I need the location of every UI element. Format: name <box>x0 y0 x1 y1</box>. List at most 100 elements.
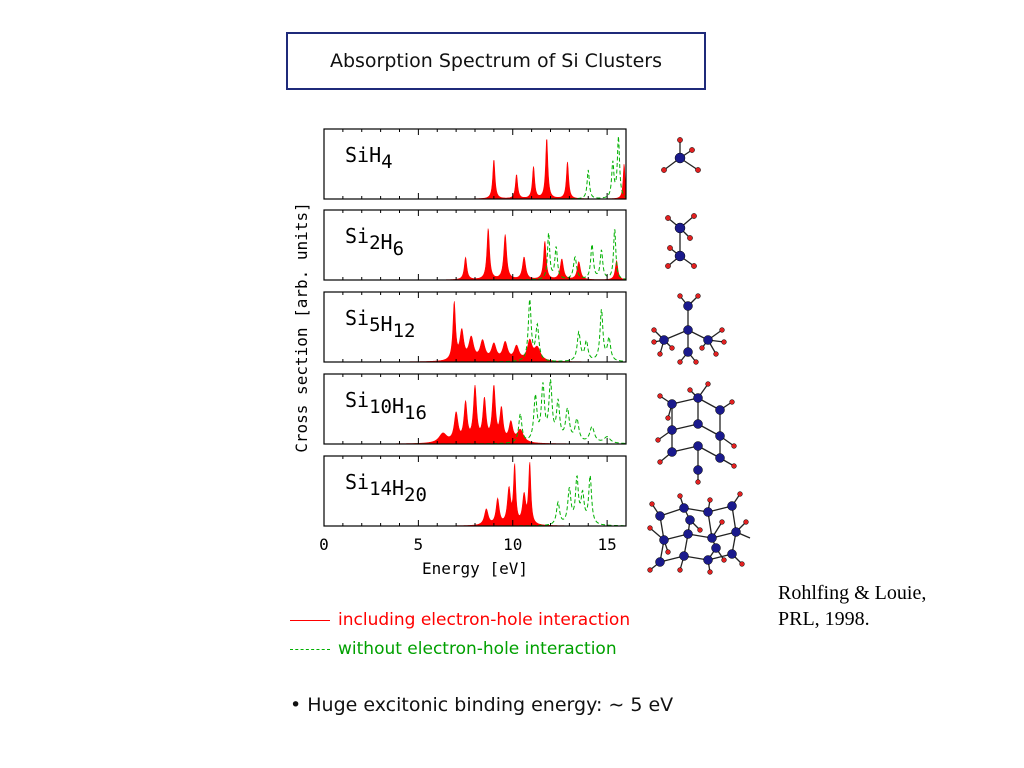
panel-formula-label: SiH4 <box>345 143 393 173</box>
slide-title: Absorption Spectrum of Si Clusters <box>329 50 663 72</box>
bullet-icon: • <box>290 694 302 716</box>
atom-icon <box>715 431 725 441</box>
atom-icon <box>647 525 653 531</box>
atom-icon <box>695 479 701 485</box>
citation-line-2: PRL, 1998. <box>778 608 870 630</box>
atom-icon <box>703 555 713 565</box>
atom-icon <box>667 399 677 409</box>
atom-icon <box>655 437 661 443</box>
atom-icon <box>657 351 663 357</box>
atom-icon <box>729 399 735 405</box>
atom-icon <box>699 345 705 351</box>
x-tick-label: 10 <box>503 535 522 554</box>
atom-icon <box>687 235 693 241</box>
atom-icon <box>719 519 725 525</box>
atom-icon <box>683 347 693 357</box>
atom-icon <box>693 465 703 475</box>
atom-icon <box>695 167 701 173</box>
atom-icon <box>677 567 683 573</box>
spectrum-panel: Si10H16 <box>323 373 627 445</box>
atom-icon <box>691 263 697 269</box>
x-tick-label: 5 <box>414 535 424 554</box>
atom-icon <box>649 501 655 507</box>
atom-icon <box>655 511 665 521</box>
atom-icon <box>674 250 686 262</box>
atom-icon <box>693 419 703 429</box>
citation: Rohlfing & Louie, PRL, 1998. <box>778 580 926 632</box>
atom-icon <box>667 425 677 435</box>
atom-icon <box>731 443 737 449</box>
atom-icon <box>655 557 665 567</box>
atom-icon <box>707 533 717 543</box>
atom-icon <box>679 503 689 513</box>
spectrum-panel: Si14H20 <box>323 455 627 527</box>
atom-icon <box>677 137 683 143</box>
atom-icon <box>715 405 725 415</box>
atom-icon <box>703 335 713 345</box>
atom-icon <box>669 345 675 351</box>
panel-formula-label: Si14H20 <box>345 470 427 506</box>
spectrum-panel: SiH4 <box>323 128 627 200</box>
atom-icon <box>711 543 721 553</box>
atom-icon <box>674 152 686 164</box>
spectrum-panel: Si5H12 <box>323 291 627 363</box>
legend-item-without-eh: without electron-hole interaction <box>290 639 617 659</box>
atom-icon <box>731 463 737 469</box>
x-tick-label: 0 <box>319 535 329 554</box>
atom-icon <box>693 359 699 365</box>
legend-item-with-eh: including electron-hole interaction <box>290 610 630 630</box>
atom-icon <box>695 293 701 299</box>
atom-icon <box>679 551 689 561</box>
y-axis-label: Cross section [arb. units] <box>292 202 311 452</box>
atom-icon <box>674 222 686 234</box>
atom-icon <box>721 339 727 345</box>
x-axis-label: Energy [eV] <box>422 559 528 578</box>
atom-icon <box>739 561 745 567</box>
atom-icon <box>647 567 653 573</box>
atom-icon <box>677 359 683 365</box>
atom-icon <box>665 263 671 269</box>
atom-icon <box>665 215 671 221</box>
atom-icon <box>661 167 667 173</box>
atom-icon <box>697 527 703 533</box>
slide-title-box: Absorption Spectrum of Si Clusters <box>286 32 706 90</box>
atom-icon <box>667 447 677 457</box>
legend-label-without-eh: without electron-hole interaction <box>338 639 617 659</box>
panel-formula-label: Si2H6 <box>345 224 404 260</box>
atom-icon <box>651 327 657 333</box>
atom-icon <box>713 351 719 357</box>
legend-label-with-eh: including electron-hole interaction <box>338 610 631 630</box>
atom-icon <box>651 339 657 345</box>
atom-icon <box>665 415 671 421</box>
atom-icon <box>683 301 693 311</box>
dashed-line-swatch <box>290 643 330 655</box>
atom-icon <box>737 491 743 497</box>
atom-icon <box>693 393 703 403</box>
atom-icon <box>683 325 693 335</box>
atom-icon <box>727 549 737 559</box>
panel-formula-label: Si10H16 <box>345 388 427 424</box>
atom-icon <box>683 529 693 539</box>
atom-icon <box>659 535 669 545</box>
atom-icon <box>657 459 663 465</box>
atom-icon <box>685 515 695 525</box>
citation-line-1: Rohlfing & Louie, <box>778 582 927 604</box>
atom-icon <box>721 557 727 563</box>
atom-icon <box>715 453 725 463</box>
atom-icon <box>703 507 713 517</box>
bullet-text: Huge excitonic binding energy: ∼ 5 eV <box>307 694 674 716</box>
atom-icon <box>689 147 695 153</box>
atom-icon <box>727 501 737 511</box>
atom-icon <box>667 245 673 251</box>
atom-icon <box>731 527 741 537</box>
atom-icon <box>719 327 725 333</box>
atom-icon <box>665 549 671 555</box>
bullet-point: • Huge excitonic binding energy: ∼ 5 eV <box>290 694 673 716</box>
atom-icon <box>707 569 713 575</box>
spectrum-panel: Si2H6 <box>323 209 627 281</box>
atom-icon <box>677 293 683 299</box>
atom-icon <box>707 497 713 503</box>
atom-icon <box>691 213 697 219</box>
atom-icon <box>705 381 711 387</box>
